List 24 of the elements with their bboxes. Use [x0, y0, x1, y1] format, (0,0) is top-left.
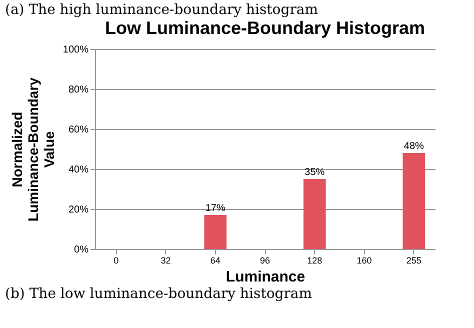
- x-tick-label: 128: [307, 256, 322, 266]
- x-tick-label: 64: [210, 256, 220, 266]
- bar: [402, 153, 426, 249]
- x-axis-title: Luminance: [226, 268, 306, 286]
- y-tick-label: 60%: [68, 124, 89, 136]
- y-tick-label: 80%: [68, 84, 89, 96]
- text: (b) The low luminance-boundary histogram: [5, 286, 312, 302]
- y-tick-label: 40%: [68, 164, 89, 176]
- x-tick-label: 0: [114, 256, 119, 266]
- y-axis-title: Normalized Luminance-Boundary Value: [8, 77, 57, 222]
- y-tick-label: 100%: [62, 44, 89, 56]
- text: (a) The high luminance-boundary histogram: [5, 2, 318, 18]
- chart-title: Low Luminance-Boundary Histogram: [104, 18, 426, 38]
- x-tick-label: 160: [356, 256, 372, 266]
- x-tick-label: 255: [406, 256, 422, 266]
- y-tick-label: 0%: [74, 244, 89, 256]
- data-label: 35%: [304, 167, 325, 178]
- x-tick-label: 96: [260, 256, 270, 266]
- data-label: 48%: [404, 141, 424, 152]
- data-label: 17%: [205, 203, 226, 214]
- x-tick-label: 32: [160, 256, 171, 266]
- y-tick-label: 20%: [68, 204, 89, 216]
- bar: [303, 179, 326, 249]
- bar: [204, 215, 227, 249]
